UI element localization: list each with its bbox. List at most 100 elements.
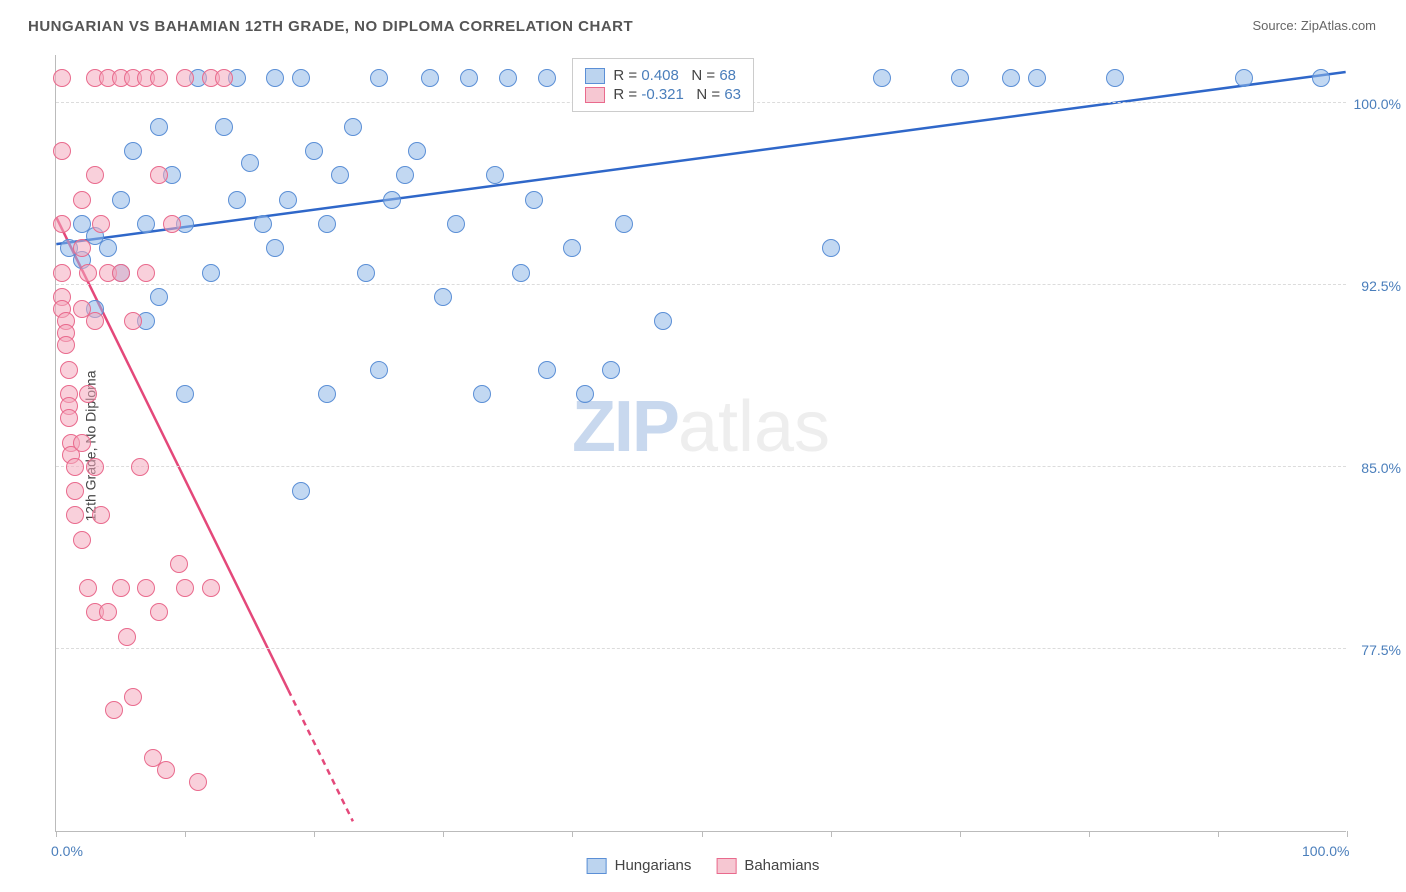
data-point xyxy=(654,312,672,330)
legend-item: Hungarians xyxy=(587,857,692,874)
data-point xyxy=(176,579,194,597)
data-point xyxy=(137,264,155,282)
y-tick-label: 85.0% xyxy=(1361,460,1401,476)
data-point xyxy=(137,215,155,233)
data-point xyxy=(602,361,620,379)
data-point xyxy=(318,385,336,403)
legend-item: Bahamians xyxy=(716,857,819,874)
data-point xyxy=(357,264,375,282)
data-point xyxy=(150,166,168,184)
x-tick xyxy=(56,831,57,837)
data-point xyxy=(99,239,117,257)
data-point xyxy=(266,69,284,87)
data-point xyxy=(421,69,439,87)
data-point xyxy=(1028,69,1046,87)
x-tick xyxy=(185,831,186,837)
data-point xyxy=(73,191,91,209)
data-point xyxy=(66,458,84,476)
x-tick xyxy=(314,831,315,837)
data-point xyxy=(486,166,504,184)
data-point xyxy=(53,69,71,87)
data-point xyxy=(131,458,149,476)
data-point xyxy=(53,215,71,233)
data-point xyxy=(576,385,594,403)
legend-swatch xyxy=(585,68,605,84)
legend-label: Hungarians xyxy=(615,857,692,874)
legend-swatch xyxy=(716,858,736,874)
legend-bottom: Hungarians Bahamians xyxy=(587,857,820,874)
legend-correlation-box: R = 0.408 N = 68R = -0.321 N = 63 xyxy=(572,58,754,112)
data-point xyxy=(189,773,207,791)
data-point xyxy=(124,142,142,160)
data-point xyxy=(615,215,633,233)
data-point xyxy=(170,555,188,573)
data-point xyxy=(370,69,388,87)
x-tick-label: 0.0% xyxy=(51,843,83,859)
data-point xyxy=(73,239,91,257)
y-tick-label: 92.5% xyxy=(1361,278,1401,294)
data-point xyxy=(86,458,104,476)
x-tick xyxy=(1218,831,1219,837)
data-point xyxy=(157,761,175,779)
chart-title: HUNGARIAN VS BAHAMIAN 12TH GRADE, NO DIP… xyxy=(28,18,633,35)
data-point xyxy=(73,434,91,452)
data-point xyxy=(434,288,452,306)
data-point xyxy=(1106,69,1124,87)
watermark: ZIPatlas xyxy=(572,386,830,468)
data-point xyxy=(79,264,97,282)
data-point xyxy=(396,166,414,184)
data-point xyxy=(318,215,336,233)
data-point xyxy=(92,215,110,233)
data-point xyxy=(202,579,220,597)
data-point xyxy=(473,385,491,403)
data-point xyxy=(499,69,517,87)
gridline xyxy=(56,648,1346,649)
data-point xyxy=(176,69,194,87)
data-point xyxy=(873,69,891,87)
data-point xyxy=(150,288,168,306)
data-point xyxy=(241,154,259,172)
data-point xyxy=(512,264,530,282)
data-point xyxy=(99,603,117,621)
data-point xyxy=(538,69,556,87)
x-tick xyxy=(831,831,832,837)
data-point xyxy=(447,215,465,233)
data-point xyxy=(137,579,155,597)
data-point xyxy=(538,361,556,379)
data-point xyxy=(105,701,123,719)
data-point xyxy=(150,69,168,87)
data-point xyxy=(305,142,323,160)
x-tick-label: 100.0% xyxy=(1302,843,1349,859)
data-point xyxy=(266,239,284,257)
data-point xyxy=(228,191,246,209)
data-point xyxy=(73,531,91,549)
x-tick xyxy=(1347,831,1348,837)
legend-text: R = 0.408 N = 68 xyxy=(613,67,736,84)
data-point xyxy=(60,361,78,379)
data-point xyxy=(124,312,142,330)
data-point xyxy=(525,191,543,209)
x-tick xyxy=(702,831,703,837)
data-point xyxy=(92,506,110,524)
data-point xyxy=(163,215,181,233)
data-point xyxy=(79,385,97,403)
data-point xyxy=(176,385,194,403)
data-point xyxy=(254,215,272,233)
legend-swatch xyxy=(585,87,605,103)
data-point xyxy=(79,579,97,597)
data-point xyxy=(112,264,130,282)
source-attribution: Source: ZipAtlas.com xyxy=(1252,18,1376,33)
y-tick-label: 77.5% xyxy=(1361,642,1401,658)
data-point xyxy=(112,191,130,209)
data-point xyxy=(951,69,969,87)
gridline xyxy=(56,466,1346,467)
data-point xyxy=(279,191,297,209)
data-point xyxy=(370,361,388,379)
data-point xyxy=(563,239,581,257)
data-point xyxy=(53,264,71,282)
data-point xyxy=(150,603,168,621)
legend-row: R = 0.408 N = 68 xyxy=(585,67,741,84)
data-point xyxy=(215,69,233,87)
data-point xyxy=(150,118,168,136)
data-point xyxy=(1002,69,1020,87)
